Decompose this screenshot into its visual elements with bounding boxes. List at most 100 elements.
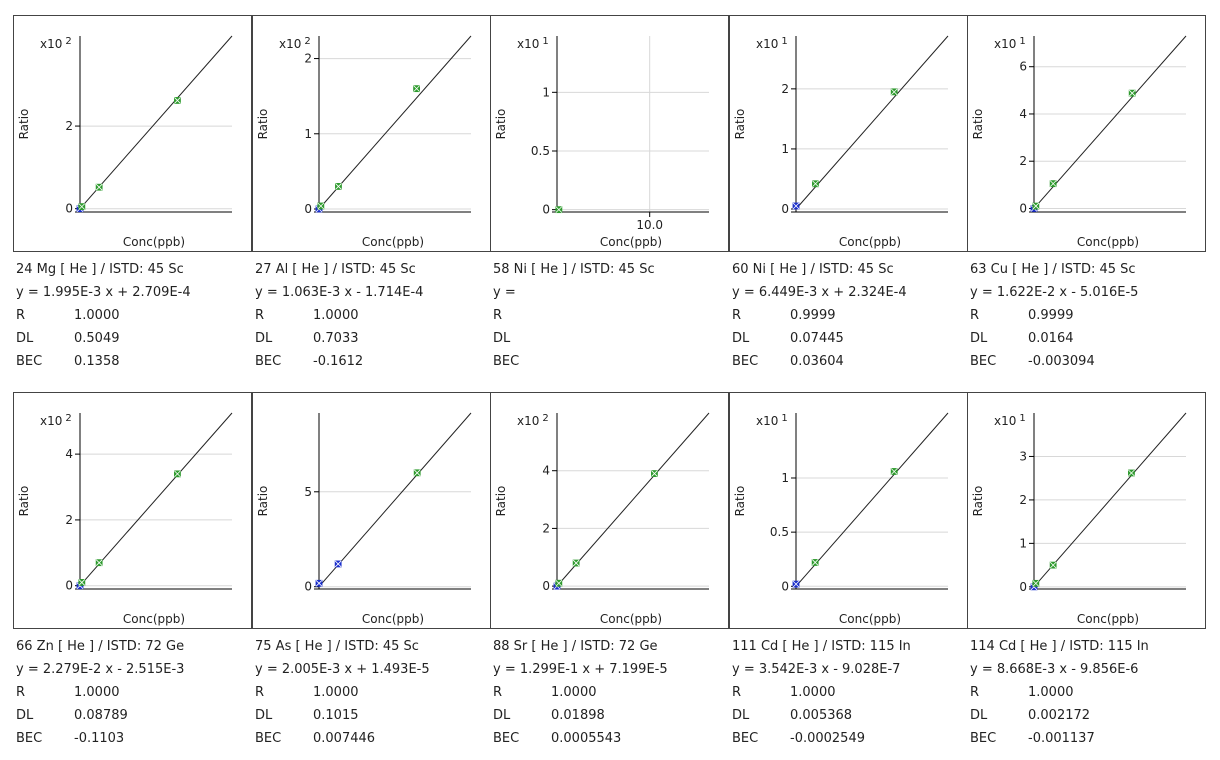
x-axis-label: Conc(ppb) [1077,235,1139,249]
calibration-plot-svg: 0 2 4 x10 2 Ratio Conc(ppb) [17,412,233,626]
standard-point[interactable] [95,559,103,567]
bec-row: BEC 0.007446 [255,727,487,750]
y-axis-label: Ratio [17,109,31,140]
r-row: R 0.9999 [732,304,964,327]
standard-point[interactable] [1032,579,1040,587]
y-tick-label: 0 [781,202,789,216]
calibration-plot-svg: 0 2 x10 2 Ratio Conc(ppb) [17,35,233,249]
r-value: 1.0000 [74,685,120,700]
calibration-plot[interactable]: 0 1 2 x10 1 Ratio Conc(ppb) [729,15,968,252]
analyte-title: 60 Ni [ He ] / ISTD: 45 Sc [732,262,894,277]
bec-row: BEC -0.001137 [970,727,1202,750]
y-tick-label: 2 [65,513,73,527]
blank-point[interactable] [315,579,323,587]
standard-point[interactable] [890,468,898,475]
dl-row: DL 0.01898 [493,704,725,727]
calibration-plot[interactable]: 0 0.5 1 x10 1 Ratio Conc(ppb) [729,392,968,629]
calibration-plot-svg: 0 2 4 x10 2 Ratio Conc(ppb) [494,412,710,626]
calibration-line [79,35,233,210]
r-row: R 1.0000 [16,304,248,327]
y-exponent-label: x10 2 [517,413,549,428]
standard-point[interactable] [555,579,563,587]
calibration-plot[interactable]: 0 0.5 1 10.0 x10 1 Ratio Conc(ppb) [490,15,729,252]
bec-value: -0.0002549 [790,731,865,746]
y-exponent-label: x10 2 [40,36,72,51]
y-tick-label: 0 [65,202,73,216]
standard-point[interactable] [651,470,658,477]
standard-point[interactable] [812,180,819,188]
calibration-info: 24 Mg [ He ] / ISTD: 45 Sc y = 1.995E-3 x… [16,258,248,373]
y-tick-label: 2 [65,119,73,133]
calibration-plot-svg: 0 0.5 1 x10 1 Ratio Conc(ppb) [733,412,949,626]
dl-row: DL 0.7033 [255,327,487,350]
bec-value: 0.0005543 [551,731,622,746]
standard-point[interactable] [413,469,421,477]
y-tick-label: 2 [1019,154,1027,168]
calibration-line [318,35,472,210]
calibration-plot[interactable]: 0 2 4 x10 2 Ratio Conc(ppb) [13,392,252,629]
standard-point[interactable] [413,85,420,93]
y-exponent-label: x10 1 [994,413,1026,428]
y-axis-label: Ratio [971,109,985,140]
r-label: R [255,685,265,700]
calibration-equation: y = 1.299E-1 x + 7.199E-5 [493,662,668,677]
r-label: R [16,308,26,323]
x-axis-label: Conc(ppb) [839,612,901,626]
standard-point[interactable] [95,183,103,191]
standard-point[interactable] [1049,180,1057,188]
y-tick-label: 2 [1019,493,1027,507]
standard-point[interactable] [174,97,181,104]
x-axis-label: Conc(ppb) [600,612,662,626]
standard-point[interactable] [1128,469,1135,477]
bec-row: BEC 0.0005543 [493,727,725,750]
dl-row: DL 0.005368 [732,704,964,727]
blank-point[interactable] [792,202,800,210]
standard-point[interactable] [174,470,181,478]
y-tick-label: 0 [65,579,73,593]
x-axis-label: Conc(ppb) [362,235,424,249]
calibration-plot[interactable]: 0 1 2 x10 2 Ratio Conc(ppb) [252,15,491,252]
dl-value: 0.7033 [313,331,359,346]
bec-label: BEC [970,354,997,369]
analyte-title: 114 Cd [ He ] / ISTD: 115 In [970,639,1149,654]
r-label: R [732,308,742,323]
calibration-equation: y = 3.542E-3 x - 9.028E-7 [732,662,901,677]
standard-point[interactable] [811,559,819,566]
y-tick-label: 4 [1019,107,1027,121]
standard-point[interactable] [335,183,342,190]
calibration-plot[interactable]: 0 2 x10 2 Ratio Conc(ppb) [13,15,252,252]
standard-point[interactable] [78,203,86,211]
calibration-equation: y = 8.668E-3 x - 9.856E-6 [970,662,1139,677]
standard-point[interactable] [1032,202,1040,210]
blank-point[interactable] [792,580,800,588]
calibration-plot[interactable]: 0 1 2 3 x10 1 Ratio Conc(ppb) [967,392,1206,629]
y-axis-label: Ratio [17,486,31,517]
calibration-equation: y = 2.279E-2 x - 2.515E-3 [16,662,185,677]
y-axis-label: Ratio [971,486,985,517]
y-tick-label: 0 [1019,580,1027,594]
standard-point[interactable] [1049,561,1057,569]
bec-value: 0.1358 [74,354,120,369]
r-value: 1.0000 [313,308,359,323]
calibration-plot[interactable]: 0 5 Ratio Conc(ppb) [252,392,491,629]
calibration-equation: y = 1.063E-3 x - 1.714E-4 [255,285,424,300]
standard-point[interactable] [78,579,86,586]
dl-label: DL [970,708,988,723]
y-tick-label: 4 [65,447,73,461]
bec-label: BEC [493,354,520,369]
standard-point[interactable] [890,88,898,96]
calibration-plot[interactable]: 0 2 4 6 x10 1 Ratio Conc(ppb) [967,15,1206,252]
standard-point[interactable] [317,202,325,210]
r-row: R 1.0000 [16,681,248,704]
standard-point[interactable] [555,206,563,214]
r-row: R 1.0000 [970,681,1202,704]
calibration-line [318,412,472,588]
r-row: R 1.0000 [732,681,964,704]
y-tick-label: 0 [781,579,789,593]
standard-point[interactable] [1128,89,1136,97]
calibration-plot[interactable]: 0 2 4 x10 2 Ratio Conc(ppb) [490,392,729,629]
blank-point[interactable] [334,560,342,568]
standard-point[interactable] [572,559,580,567]
r-label: R [732,685,742,700]
